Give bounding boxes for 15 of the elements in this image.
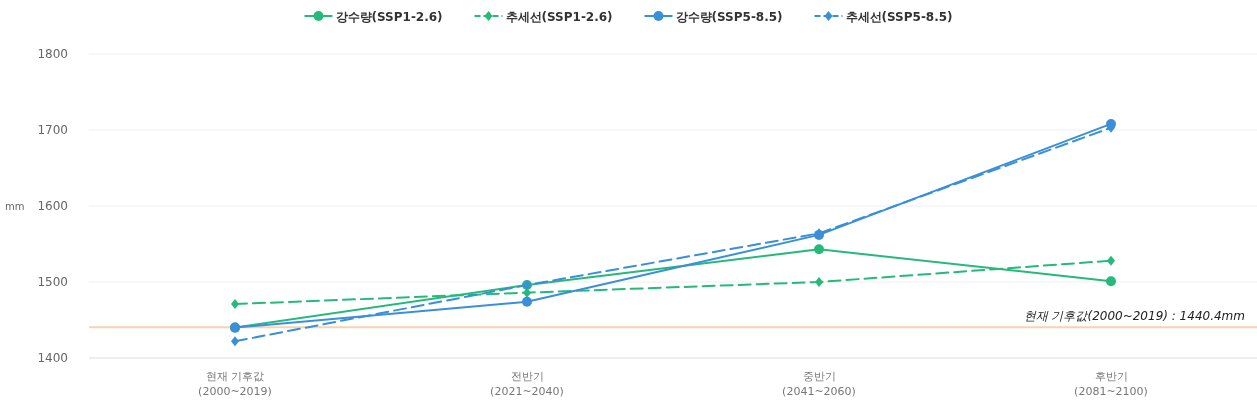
y-tick-label: 1700 [37, 123, 68, 137]
x-tick-label: 전반기 (2021~2040) [490, 370, 564, 398]
legend-label: 추세선(SSP5-8.5) [845, 10, 953, 24]
x-tick-label: 현재 기후값 (2000~2019) [198, 370, 272, 398]
legend-label: 추세선(SSP1-2.6) [505, 10, 613, 24]
x-tick-label: 후반기 (2081~2100) [1074, 370, 1148, 398]
ref-line-label: 현재 기후값(2000~2019) : 1440.4mm [1023, 309, 1245, 324]
legend-label: 강수량(SSP5-8.5) [675, 10, 783, 24]
y-tick-label: 1600 [37, 199, 68, 213]
y-tick-label: 1400 [37, 351, 68, 365]
legend-label: 강수량(SSP1-2.6) [335, 10, 443, 24]
x-tick-label: 중반기 (2041~2060) [782, 370, 856, 398]
y-axis-title: mm [5, 201, 25, 212]
y-tick-label: 1800 [37, 47, 68, 61]
y-tick-label: 1500 [37, 275, 68, 289]
